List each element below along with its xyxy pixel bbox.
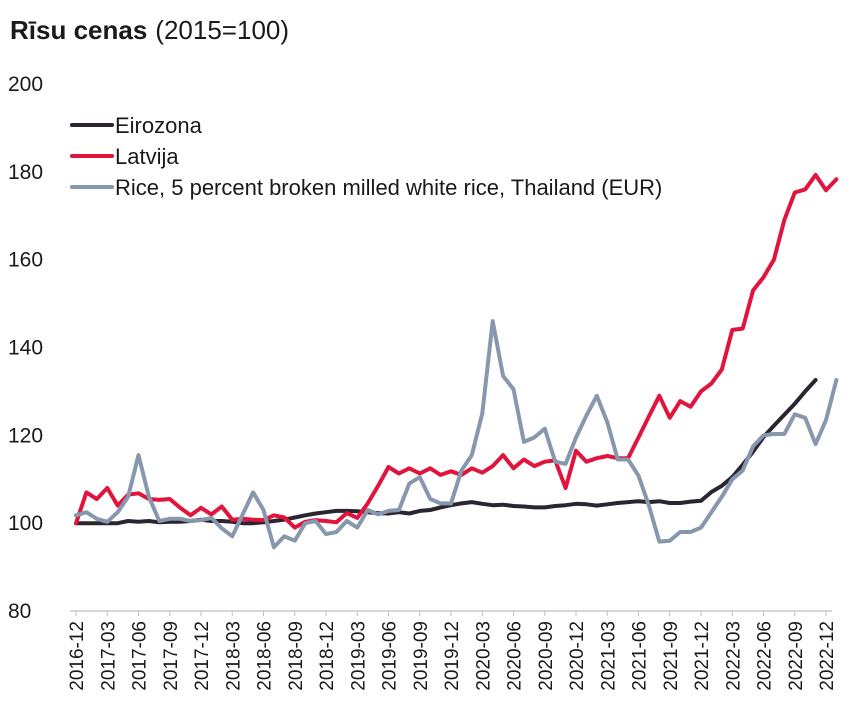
x-tick-label: 2017-09: [161, 621, 182, 691]
x-tick-label: 2021-09: [661, 621, 682, 691]
series-line-1: [74, 172, 839, 530]
x-tick-label: 2022-06: [755, 621, 776, 691]
y-axis-ticks: 80 100 120 140 160 180 200: [8, 73, 43, 623]
y-tick-label: 200: [8, 73, 43, 96]
y-tick-label: 160: [8, 249, 43, 272]
x-tick-label: 2020-09: [536, 621, 557, 691]
x-tick-label: 2018-03: [223, 621, 244, 691]
chart-title: Rīsu cenas (2015=100): [10, 15, 289, 45]
x-axis-ticks: 2016-12 2017-03 2017-06 2017-09 2017-12 2018-…: [67, 611, 838, 691]
x-tick-label: 2020-03: [473, 621, 494, 691]
x-tick-label: 2020-06: [505, 621, 526, 691]
legend-label: Rice, 5 percent broken milled white rice…: [115, 175, 662, 200]
x-tick-label: 2019-03: [348, 621, 369, 691]
x-tick-label: 2018-06: [255, 621, 276, 691]
x-tick-label: 2019-12: [442, 621, 463, 691]
x-tick-label: 2022-09: [786, 621, 807, 691]
x-tick-label: 2017-06: [130, 621, 151, 691]
legend: Eirozona Latvija Rice, 5 percent broken mi…: [70, 113, 662, 200]
x-tick-label: 2021-03: [598, 621, 619, 691]
x-tick-label: 2019-09: [411, 621, 432, 691]
chart-title-main: Rīsu cenas: [10, 15, 147, 45]
legend-label: Eirozona: [115, 113, 203, 138]
x-tick-label: 2018-12: [317, 621, 338, 691]
x-tick-label: 2022-12: [817, 621, 838, 691]
x-tick-label: 2022-03: [723, 621, 744, 691]
x-tick-label: 2021-06: [630, 621, 651, 691]
y-tick-label: 180: [8, 161, 43, 184]
y-tick-label: 80: [8, 600, 31, 623]
series-line-2: [74, 319, 839, 550]
x-tick-label: 2017-03: [98, 621, 119, 691]
x-tick-label: 2021-12: [692, 621, 713, 691]
series-lines: [74, 172, 839, 550]
y-tick-label: 100: [8, 512, 43, 535]
legend-label: Latvija: [115, 144, 179, 169]
x-tick-label: 2020-12: [567, 621, 588, 691]
chart-title-sub: (2015=100): [155, 15, 289, 45]
x-tick-label: 2019-06: [380, 621, 401, 691]
x-tick-label: 2016-12: [67, 621, 88, 691]
y-tick-label: 140: [8, 337, 43, 360]
x-tick-label: 2018-09: [286, 621, 307, 691]
y-tick-label: 120: [8, 424, 43, 447]
x-tick-label: 2017-12: [192, 621, 213, 691]
